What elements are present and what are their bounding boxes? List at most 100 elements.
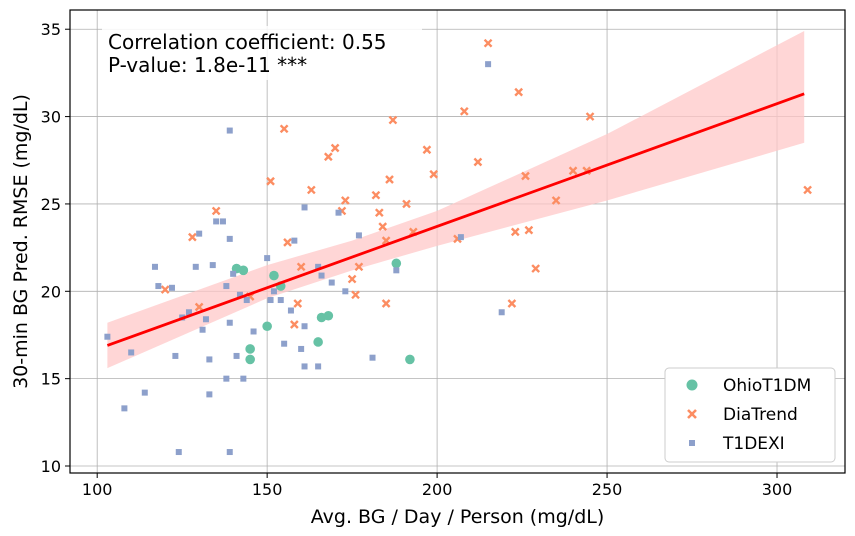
point-diatrend: [568, 166, 578, 176]
point-t1dexi: [226, 319, 233, 326]
point-diatrend: [374, 208, 384, 218]
point-t1dexi: [209, 262, 216, 269]
point-t1dexi: [355, 232, 362, 239]
point-t1dexi: [270, 288, 277, 295]
point-t1dexi: [151, 263, 158, 270]
point-t1dexi: [172, 352, 179, 359]
point-diatrend: [323, 152, 333, 162]
annotation-line-2: P-value: 1.8e-11 ***: [108, 53, 307, 77]
point-t1dexi: [185, 309, 192, 316]
point-t1dexi: [230, 270, 237, 277]
point-t1dexi: [202, 316, 209, 323]
point-diatrend: [803, 185, 812, 195]
point-t1dexi: [243, 297, 250, 304]
point-ohiot1dm: [238, 265, 249, 276]
point-t1dexi: [175, 449, 182, 456]
point-diatrend: [507, 299, 517, 308]
point-t1dexi: [287, 307, 294, 314]
point-ohiot1dm: [405, 354, 415, 365]
point-t1dexi: [250, 328, 257, 335]
point-diatrend: [402, 199, 411, 209]
point-diatrend: [388, 115, 398, 125]
point-t1dexi: [335, 209, 342, 216]
x-tick-label: 100: [82, 480, 113, 499]
point-diatrend: [279, 124, 289, 134]
point-diatrend: [422, 145, 432, 155]
point-diatrend: [340, 196, 350, 205]
y-tick-label: 20: [41, 282, 61, 301]
plot-frame: [69, 9, 846, 474]
y-tick-label: 30: [41, 108, 61, 127]
point-t1dexi: [168, 284, 175, 291]
point-t1dexi: [226, 235, 233, 242]
point-diatrend: [514, 87, 524, 97]
point-diatrend: [296, 262, 306, 272]
x-tick-label: 150: [252, 480, 283, 499]
point-ohiot1dm: [391, 258, 402, 269]
point-diatrend: [354, 262, 364, 272]
point-diatrend: [378, 222, 388, 231]
point-t1dexi: [104, 333, 111, 340]
point-t1dexi: [267, 297, 274, 304]
x-tick-label: 200: [422, 480, 453, 499]
x-tick-label: 300: [762, 480, 793, 499]
legend-marker-diatrend: [687, 409, 697, 419]
point-t1dexi: [128, 349, 135, 356]
point-diatrend: [306, 185, 316, 195]
point-t1dexi: [301, 204, 308, 211]
point-t1dexi: [498, 309, 505, 316]
y-tick-label: 25: [41, 195, 61, 214]
point-t1dexi: [318, 272, 325, 279]
point-diatrend: [160, 285, 170, 294]
point-t1dexi: [236, 291, 243, 298]
legend-label-t1dexi: T1DEXI: [722, 434, 785, 454]
point-diatrend: [371, 190, 381, 200]
confidence-band-area: [107, 30, 805, 369]
point-t1dexi: [277, 297, 284, 304]
y-tick-label: 15: [41, 370, 61, 389]
confidence-band: [107, 30, 805, 369]
point-t1dexi: [219, 218, 226, 225]
legend-marker-t1dexi: [689, 440, 695, 446]
point-diatrend: [510, 227, 520, 237]
point-diatrend: [483, 38, 493, 48]
point-t1dexi: [485, 61, 492, 68]
point-t1dexi: [369, 354, 376, 361]
legend-label-ohiot1dm: OhioT1DM: [723, 376, 811, 396]
point-ohiot1dm: [245, 354, 255, 365]
point-ohiot1dm: [323, 310, 334, 321]
point-t1dexi: [342, 288, 349, 295]
point-diatrend: [289, 320, 299, 329]
point-t1dexi: [264, 255, 271, 262]
point-t1dexi: [233, 352, 240, 359]
x-tick-label: 250: [592, 480, 623, 499]
point-t1dexi: [315, 263, 322, 270]
point-ohiot1dm: [313, 337, 323, 347]
point-diatrend: [293, 299, 303, 308]
regression-line-path: [106, 92, 805, 347]
point-diatrend: [381, 299, 391, 308]
series-diatrend: [160, 38, 812, 329]
point-diatrend: [211, 206, 221, 216]
point-t1dexi: [213, 218, 220, 225]
point-diatrend: [283, 238, 292, 247]
point-t1dexi: [298, 345, 305, 352]
point-t1dexi: [281, 340, 288, 347]
legend-box: [664, 367, 836, 463]
y-axis-label: 30-min BG Pred. RMSE (mg/dL): [10, 94, 32, 389]
point-diatrend: [385, 175, 394, 184]
point-t1dexi: [155, 283, 162, 290]
x-axis-label: Avg. BG / Day / Person (mg/dL): [311, 506, 605, 528]
point-t1dexi: [291, 237, 298, 244]
point-t1dexi: [301, 323, 308, 330]
point-diatrend: [347, 274, 357, 284]
point-diatrend: [551, 196, 561, 205]
point-t1dexi: [226, 449, 233, 456]
series-t1dexi: [104, 61, 505, 456]
y-tick-label: 10: [41, 457, 61, 476]
point-diatrend: [330, 143, 340, 153]
data-points: [104, 38, 812, 456]
point-t1dexi: [192, 263, 199, 270]
point-t1dexi: [196, 230, 203, 237]
